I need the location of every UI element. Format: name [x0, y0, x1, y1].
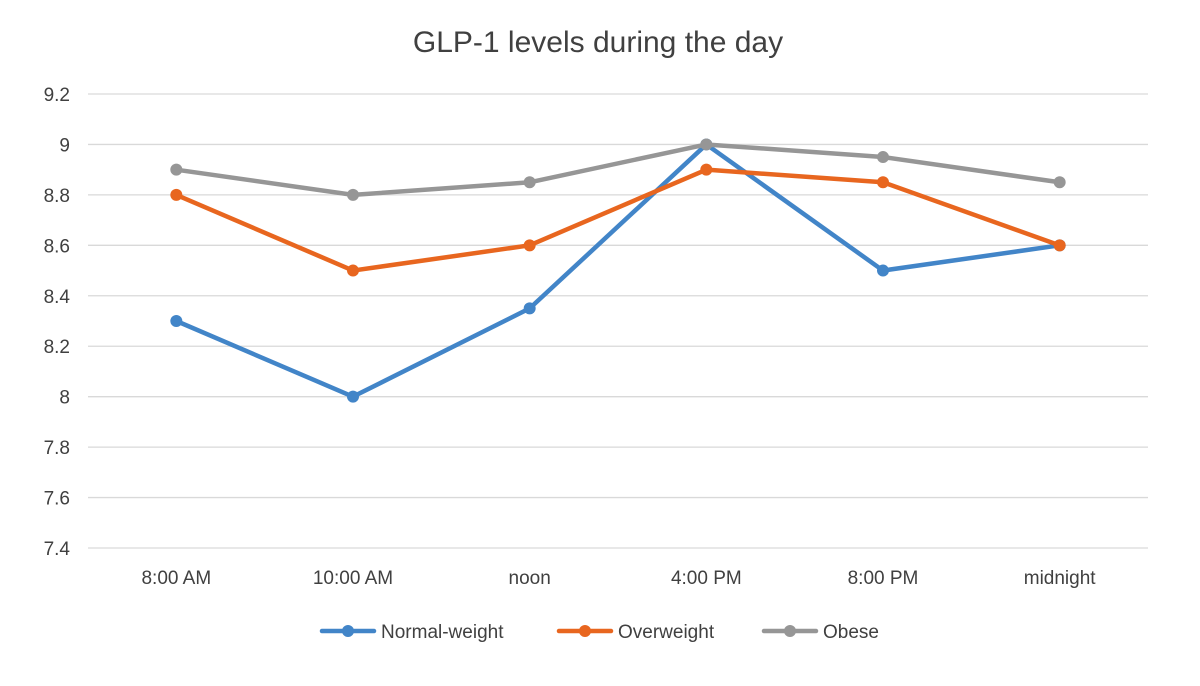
y-tick-label: 9 — [59, 135, 70, 156]
series-overweight — [170, 163, 1066, 277]
data-point — [170, 315, 183, 327]
legend-marker — [342, 625, 354, 637]
y-tick-label: 8 — [59, 388, 70, 409]
series-normal-weight — [170, 138, 1066, 403]
legend-marker — [579, 625, 591, 637]
x-tick-label: noon — [509, 568, 551, 589]
data-point — [170, 188, 183, 201]
data-point — [523, 302, 536, 315]
x-tick-label: 8:00 AM — [141, 568, 211, 589]
legend-item: Overweight — [556, 622, 715, 643]
series-lines — [170, 138, 1066, 403]
x-axis-tick-labels: 8:00 AM 10:00 AM noon 4:00 PM 8:00 PM midnigh… — [141, 568, 1096, 589]
data-point — [877, 151, 889, 164]
series-line — [174, 142, 1062, 198]
data-point — [523, 176, 536, 189]
data-point — [347, 264, 359, 277]
data-point — [877, 176, 889, 189]
data-point — [1053, 239, 1066, 252]
y-tick-label: 7.8 — [44, 438, 70, 459]
y-tick-label: 8.4 — [44, 287, 71, 308]
data-point — [523, 239, 536, 252]
data-point — [170, 163, 183, 176]
y-axis-tick-labels: 7.4 7.6 7.8 8 8.2 8.4 8.6 8.8 9 9.2 — [44, 85, 71, 560]
legend-label: Normal-weight — [381, 622, 504, 643]
data-point — [877, 264, 889, 277]
legend-label: Overweight — [618, 622, 715, 643]
x-tick-label: 10:00 AM — [313, 568, 393, 589]
x-tick-label: 8:00 PM — [848, 568, 919, 589]
chart-title: GLP-1 levels during the day — [413, 26, 783, 59]
legend-label: Obese — [823, 622, 879, 643]
data-point — [1053, 176, 1066, 189]
x-tick-label: midnight — [1024, 568, 1097, 589]
series-line — [174, 167, 1062, 273]
y-tick-label: 8.2 — [44, 337, 70, 358]
legend-item: Normal-weight — [319, 622, 504, 643]
data-point — [700, 163, 713, 176]
y-tick-label: 7.6 — [44, 489, 70, 510]
legend: Normal-weight Overweight Obese — [319, 622, 879, 643]
series-obese — [170, 138, 1066, 201]
data-point — [347, 390, 359, 403]
x-tick-label: 4:00 PM — [671, 568, 742, 589]
y-tick-label: 7.4 — [44, 539, 71, 560]
data-point — [700, 138, 713, 151]
legend-marker — [784, 625, 796, 637]
legend-item: Obese — [761, 622, 879, 643]
series-line — [174, 142, 1062, 399]
y-tick-label: 9.2 — [44, 85, 70, 106]
y-tick-label: 8.6 — [44, 236, 70, 257]
data-point — [347, 188, 359, 201]
y-tick-label: 8.8 — [44, 186, 70, 207]
gridlines — [88, 93, 1148, 549]
